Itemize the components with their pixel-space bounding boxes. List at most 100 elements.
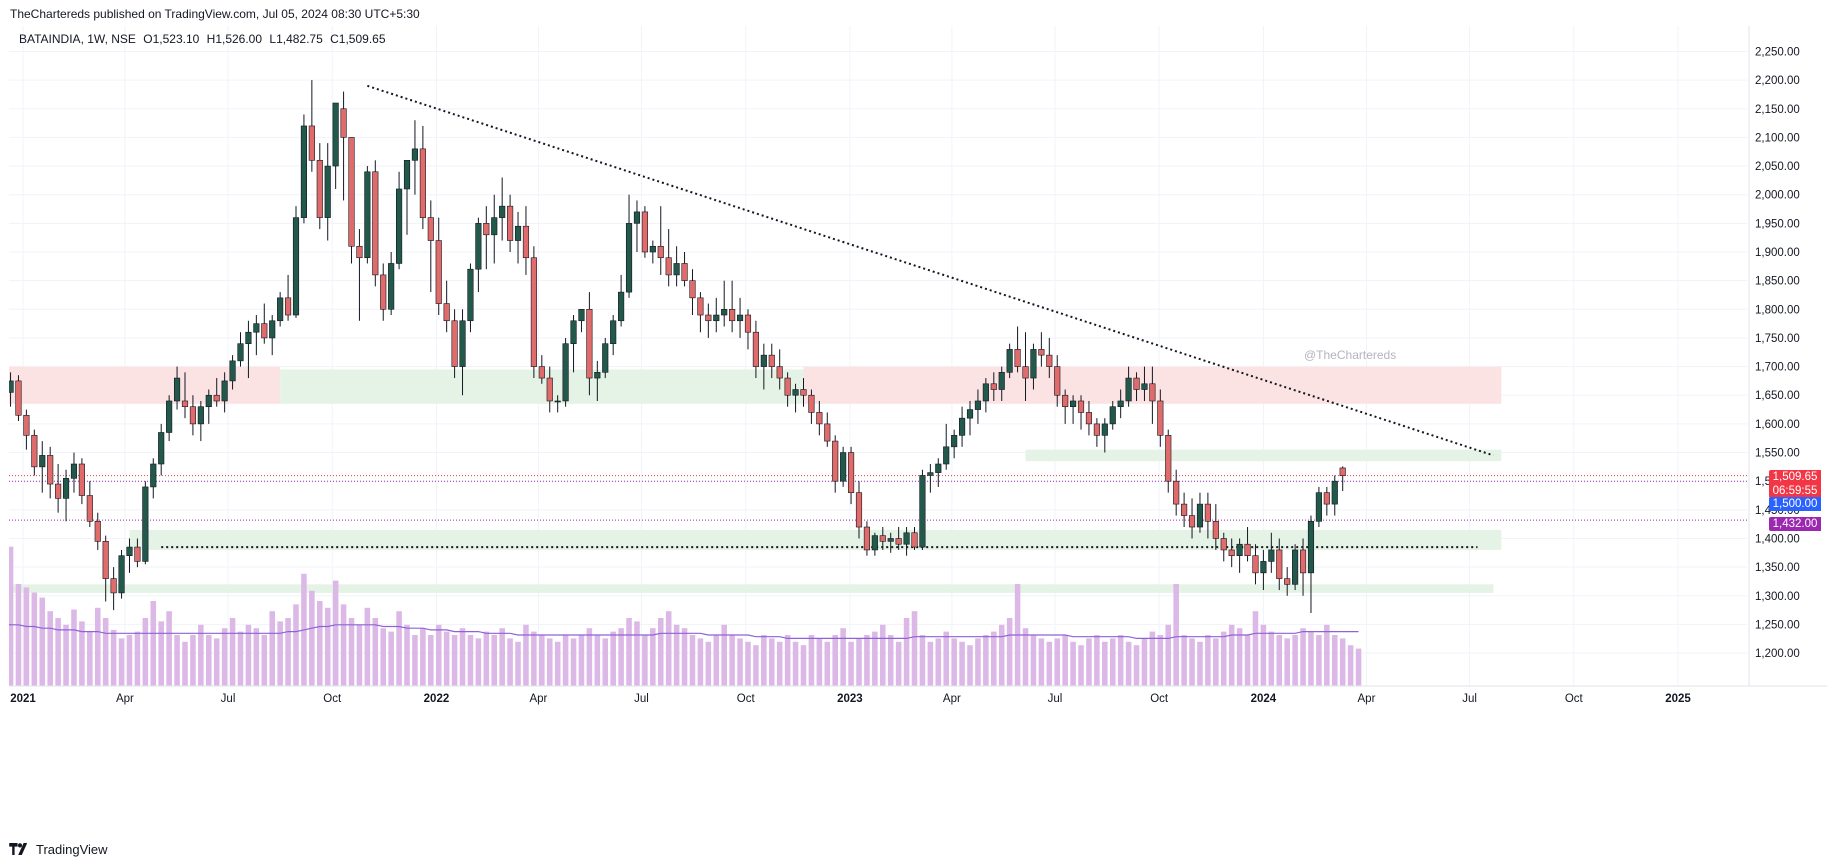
volume-bar <box>277 621 283 686</box>
volume-bar <box>1022 628 1029 686</box>
candle-body <box>1038 349 1045 356</box>
candle-body <box>340 108 347 138</box>
volume-bar <box>39 597 46 686</box>
candle-body <box>919 475 926 548</box>
candle-body <box>649 245 656 253</box>
candle-body <box>1212 520 1219 539</box>
volume-bar <box>546 638 553 686</box>
candlestick-chart[interactable]: 1,200.00 1,250.00 1,300.00 1,350.00 1,400.00… <box>9 26 1827 829</box>
volume-bar <box>1133 645 1140 686</box>
candle-body <box>126 546 133 556</box>
volume-bar <box>1070 641 1076 686</box>
volume-bar <box>94 607 101 686</box>
price-tick-label: 1,300.00 <box>1755 591 1800 603</box>
candle-body <box>832 440 839 482</box>
time-tick-label: Oct <box>1150 693 1169 705</box>
volume-bar <box>554 641 561 686</box>
price-tick-label: 1,900.00 <box>1755 247 1800 259</box>
volume-bar <box>1316 635 1322 686</box>
candle-body <box>134 546 141 562</box>
candle-body <box>1276 549 1283 579</box>
volume-bar <box>245 624 252 686</box>
candle-body <box>546 377 553 402</box>
candle-body <box>871 535 878 551</box>
chart-frame: 1,200.00 1,250.00 1,300.00 1,350.00 1,400.00… <box>9 26 1827 829</box>
candle-body <box>245 331 252 344</box>
candle-body <box>1054 366 1061 396</box>
price-tick-label: 2,150.00 <box>1755 104 1800 116</box>
candle-body <box>665 257 672 276</box>
legend-close: C1,509.65 <box>330 32 386 46</box>
candle-body <box>1307 520 1315 574</box>
volume-bar <box>531 631 537 686</box>
volume-bar <box>1276 635 1283 686</box>
last-price-value: 1,509.65 <box>1772 471 1818 483</box>
volume-bar <box>142 618 149 686</box>
candle-body <box>1165 435 1172 482</box>
candle-body <box>943 446 950 465</box>
candle-body <box>903 532 910 545</box>
volume-bar <box>491 635 498 686</box>
volume-bar <box>562 635 569 686</box>
candle-body <box>427 217 434 241</box>
time-tick-label: Apr <box>116 693 134 705</box>
volume-bar <box>784 635 791 686</box>
volume-bar <box>158 621 164 686</box>
volume-bar <box>1125 641 1132 686</box>
volume-bar <box>1308 631 1314 686</box>
volume-bar <box>1260 624 1267 686</box>
volume-bar <box>1189 638 1195 686</box>
volume-bar <box>1141 638 1148 686</box>
volume-bar <box>1030 635 1037 686</box>
tradingview-footer[interactable]: TradingView <box>9 840 108 858</box>
volume-bar <box>1252 611 1259 686</box>
candle-body <box>300 125 308 218</box>
volume-bar <box>483 631 490 686</box>
volume-bar <box>665 611 672 686</box>
candle-body <box>602 343 609 373</box>
volume-bar <box>110 629 117 686</box>
candle-body <box>847 452 855 493</box>
candle-body <box>1133 377 1140 390</box>
volume-bar <box>404 624 410 686</box>
volume-bar <box>1268 631 1275 686</box>
time-tick-label: Oct <box>1565 693 1584 705</box>
volume-bar <box>713 635 720 686</box>
candle-body <box>1188 515 1196 528</box>
volume-bar <box>1220 631 1227 686</box>
level-tag-blue: 1,500.00 <box>1769 497 1821 511</box>
volume-bar <box>768 638 775 686</box>
candle-body <box>166 400 173 433</box>
volume-bar <box>1213 638 1219 686</box>
candle-body <box>253 323 260 333</box>
volume-bar <box>428 635 434 686</box>
volume-bar <box>293 604 299 686</box>
candle-body <box>348 137 355 247</box>
volume-bar <box>71 609 77 686</box>
tradingview-brand: TradingView <box>36 841 108 857</box>
demand-zone <box>9 584 1494 593</box>
volume-bar <box>269 611 275 686</box>
price-tick-label: 1,600.00 <box>1755 419 1800 431</box>
volume-bar <box>79 621 85 686</box>
candle-body <box>586 308 593 379</box>
candle-body <box>1284 578 1291 585</box>
candle-body <box>1046 354 1053 367</box>
candle-body <box>403 160 411 190</box>
candle-body <box>1022 366 1029 379</box>
candle-body <box>94 520 101 542</box>
volume-bar <box>1244 635 1251 686</box>
volume-bar <box>634 621 640 686</box>
time-tick-label: Apr <box>529 693 547 705</box>
time-tick-label: Apr <box>1358 693 1376 705</box>
candle-body <box>388 263 395 310</box>
candle-body <box>911 532 918 548</box>
candle-body <box>1141 383 1148 390</box>
candle-body <box>752 331 759 367</box>
candle-body <box>633 211 641 224</box>
candle-body <box>1109 406 1116 425</box>
volume-bar <box>31 592 38 686</box>
volume-bar <box>967 645 973 686</box>
volume-bar <box>951 638 957 686</box>
candle-body <box>269 320 276 339</box>
